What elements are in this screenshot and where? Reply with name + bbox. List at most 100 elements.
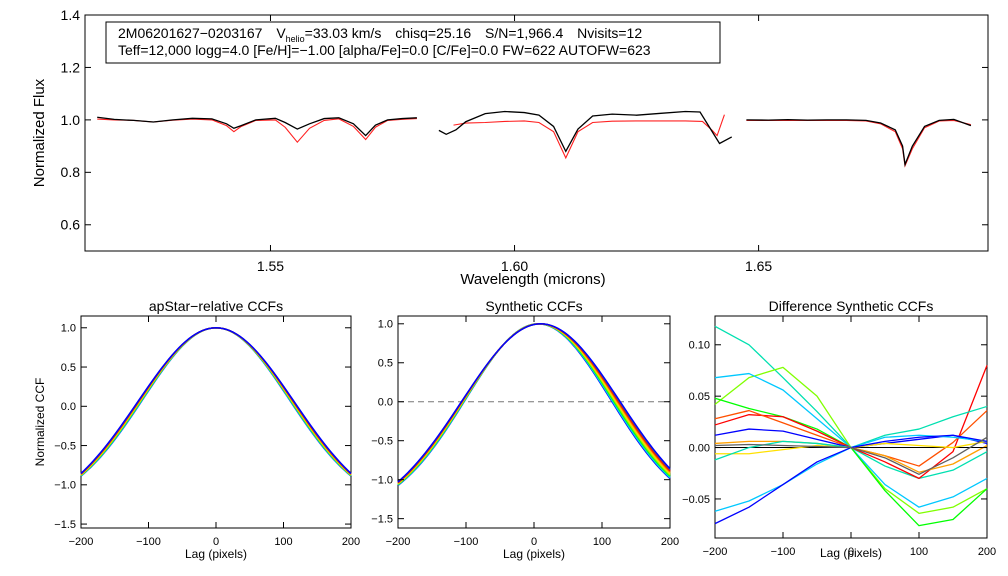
spectrum-xlabel: Wavelength (microns) [460,271,605,288]
apstar-ccf-xlabel: Lag (pixels) [185,547,247,561]
synthetic-ccf-axes-group: −200 −100 0 100 200 −1.5 −1.0 −0.5 0.0 0.5 1.0 [371,316,679,548]
spectrum-ytick-label: 1.0 [61,112,81,128]
synthetic-ccf-xtick-label: −100 [454,536,479,548]
info-box-frame [105,21,721,64]
difference-ccf-panel: Difference Synthetic CCFs −200 −100 0 100 20… [682,298,996,560]
synthetic-ccf-panel: Synthetic CCFs −200 −100 0 100 200 −1.5 −1.0 −0… [371,298,679,561]
apstar-ccf-xtick-label: 0 [213,536,219,548]
synthetic-ccf-series-line [397,323,671,486]
apstar-ccf-panel: apStar−relative CCFs −200 −100 0 100 200 −1.5… [33,298,360,561]
model-spectrum-blue [97,118,417,144]
difference-ccf-frame [714,315,988,539]
synthetic-ccf-series-line [397,323,671,484]
snr-text: S/N=1,966.4 [485,25,563,41]
synthetic-ccf-series-line [397,323,671,485]
difference-ccf-xtick-label: −100 [771,546,796,558]
synthetic-ccf-series-line [397,323,671,484]
apstar-ccf-series-line [80,327,352,476]
difference-ccf-series-s2 [714,366,988,514]
synthetic-ccf-title: Synthetic CCFs [485,298,582,314]
synthetic-ccf-series-line [397,323,671,484]
spectrum-axes-group: 1.55 1.60 1.65 0.6 0.8 1.0 1.2 1.4 [61,7,988,274]
difference-ccf-ytick-label: 0.00 [689,442,710,454]
spectrum-data-group [97,110,972,168]
difference-ccf-xlabel: Lag (pixels) [820,546,882,560]
synthetic-ccf-series-line [397,323,671,485]
apstar-ccf-series-line [80,327,352,475]
observed-spectrum-green [438,110,733,153]
synthetic-ccf-series-line [397,323,671,485]
vhelio-value: =33.03 km/s [305,25,382,41]
star-id-text: 2M06201627−0203167 [118,25,263,41]
apstar-ccf-data-group [80,327,352,477]
difference-ccf-xtick-label: −200 [703,546,728,558]
apstar-ccf-ylabel: Normalized CCF [33,378,47,467]
synthetic-ccf-ytick-label: 0.5 [378,358,393,370]
difference-ccf-data-group [714,325,988,527]
spectrum-axes-frame [84,14,989,252]
apstar-ccf-series-line [80,327,352,476]
synthetic-ccf-xtick-label: 0 [531,536,537,548]
synthetic-ccf-ytick-label: −0.5 [371,436,393,448]
apstar-ccf-ytick-label: 1.0 [61,323,76,335]
apstar-ccf-series-line [80,327,352,477]
spectrum-xtick-label: 1.55 [257,258,284,274]
synthetic-ccf-ytick-label: −1.5 [371,513,393,525]
info-line-2: Teff=12,000 logg=4.0 [Fe/H]=−1.00 [alpha… [118,42,651,58]
synthetic-ccf-ytick-label: −1.0 [371,475,393,487]
apstar-ccf-series-line [80,327,352,474]
apstar-ccf-xtick-label: −100 [136,536,161,548]
spectrum-xtick-label: 1.60 [501,258,528,274]
observed-spectrum-blue [97,116,417,137]
synthetic-ccf-series-line [397,323,671,486]
difference-ccf-xtick-label: 100 [910,546,928,558]
apstar-ccf-ytick-label: −1.5 [54,519,76,531]
difference-ccf-series-s1 [714,325,988,480]
spectrum-xtick-label: 1.65 [745,258,772,274]
apstar-ccf-ytick-label: 0.0 [61,401,76,413]
difference-ccf-xtick-label: 0 [848,546,854,558]
synthetic-ccf-series-line [397,323,671,486]
star-info-box: 2M06201627−0203167 Vhelio=33.03 km/s chi… [105,21,721,64]
apstar-ccf-ytick-label: −1.0 [54,480,76,492]
synthetic-ccf-xtick-label: 200 [661,536,679,548]
apstar-ccf-series-line [80,327,352,475]
apstar-ccf-xtick-label: −200 [69,536,94,548]
synthetic-ccf-data-group [397,323,671,486]
apstar-ccf-series-line [80,327,352,476]
apstar-ccf-frame [80,315,352,529]
difference-ccf-series-s13 [714,436,988,475]
synthetic-ccf-series-line [397,323,671,486]
difference-ccf-xtick-label: 200 [978,546,996,558]
difference-ccf-title: Difference Synthetic CCFs [769,298,934,314]
spectrum-ytick-label: 0.8 [61,164,81,180]
apstar-ccf-series-line [80,327,352,477]
apstar-ccf-ytick-label: 0.5 [61,362,76,374]
synthetic-ccf-xtick-label: 100 [593,536,611,548]
apstar-ccf-series-line [80,327,352,477]
apstar-ccf-series-line [80,327,352,476]
model-spectrum-green [453,114,725,160]
apstar-ccf-axes-group: −200 −100 0 100 200 −1.5 −1.0 −0.5 0.0 0.5 1.0 [54,316,360,548]
synthetic-ccf-ytick-label: 0.0 [378,397,393,409]
apstar-ccf-series-line [80,327,352,476]
spectrum-ylabel: Normalized Flux [31,78,48,187]
apstar-ccf-title: apStar−relative CCFs [149,298,283,314]
info-line-1: 2M06201627−0203167 Vhelio=33.03 km/s chi… [118,25,642,44]
apstar-ccf-xtick-label: 100 [274,536,292,548]
synthetic-ccf-xtick-label: −200 [386,536,411,548]
spectrum-ytick-label: 1.2 [61,59,81,75]
vhelio-subscript: helio [286,34,305,44]
difference-ccf-ytick-label: 0.05 [689,391,710,403]
model-spectrum-red [746,119,972,168]
apstar-ccf-xtick-label: 200 [342,536,360,548]
synthetic-ccf-xlabel: Lag (pixels) [503,547,565,561]
difference-ccf-ytick-label: −0.05 [682,494,710,506]
synthetic-ccf-ytick-label: 1.0 [378,319,393,331]
observed-spectrum-red [746,118,972,168]
apstar-ccf-series-line [80,327,352,475]
chisq-text: chisq=25.16 [395,25,471,41]
difference-ccf-axes-group: −200 −100 0 100 200 −0.05 0.00 0.05 0.10 [682,316,996,558]
spectrum-ytick-label: 1.4 [61,7,81,23]
